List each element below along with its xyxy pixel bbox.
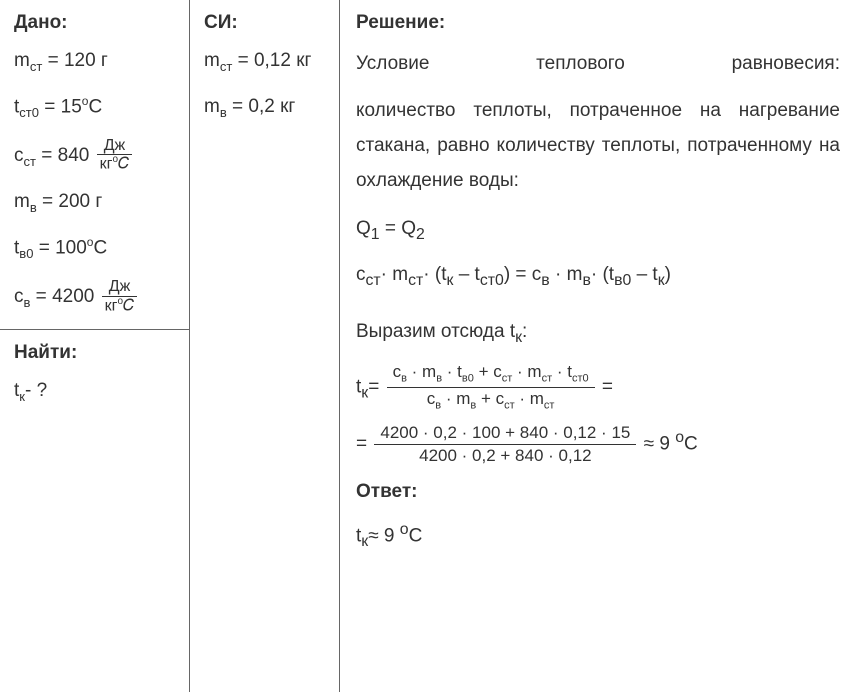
solution-heading: Решение: bbox=[356, 12, 840, 34]
val-t-st0: 15 bbox=[61, 96, 82, 117]
unit-c: C bbox=[88, 96, 102, 117]
sub-v: в bbox=[24, 295, 31, 310]
sub-st: ст bbox=[24, 153, 36, 168]
sym-m: m bbox=[14, 50, 30, 71]
sub-st0: ст0 bbox=[19, 105, 39, 120]
given-c-v: cв = 4200 Дж кгo𝐶 bbox=[14, 279, 177, 315]
val-m-st: 120 г bbox=[64, 50, 108, 71]
given-m-st: mст = 120 г bbox=[14, 46, 177, 78]
find-var: tк- ? bbox=[14, 376, 177, 408]
eq-q: Q1 = Q2 bbox=[356, 211, 840, 250]
unit-den: кгo𝐶 bbox=[97, 155, 133, 173]
den-pre: кг bbox=[100, 156, 113, 173]
formula-frac: cв · mв · tв0 + cст · mст · tст0 cв · mв… bbox=[387, 361, 595, 414]
solution-column: Решение: Условие теплового равновесия: к… bbox=[340, 0, 854, 692]
formula-trail: = bbox=[602, 377, 613, 398]
find-heading: Найти: bbox=[14, 342, 177, 364]
given-t-st0: tст0 = 15oC bbox=[14, 92, 177, 124]
given-m-v: mв = 200 г bbox=[14, 187, 177, 219]
intro-line1: Условие теплового равновесия: bbox=[356, 46, 840, 81]
sub-v0: в0 bbox=[19, 246, 33, 261]
sym-m: m bbox=[204, 96, 220, 117]
unit-num: Дж bbox=[97, 138, 133, 156]
den-pre: кг bbox=[105, 297, 118, 314]
unit-num: Дж bbox=[102, 279, 138, 297]
find-suffix: - ? bbox=[25, 380, 47, 401]
den-post: 𝐶 bbox=[118, 156, 129, 173]
answer-heading: Ответ: bbox=[356, 481, 840, 503]
sub-v: в bbox=[30, 200, 37, 215]
given-t-v0: tв0 = 100oC bbox=[14, 233, 177, 265]
formula-den: cв · mв + cст · mст bbox=[387, 388, 595, 414]
numeric-num: 4200 · 0,2 · 100 + 840 · 0,12 · 15 bbox=[374, 422, 636, 445]
numeric-frac: 4200 · 0,2 · 100 + 840 · 0,12 · 15 4200 … bbox=[374, 422, 636, 467]
sym-c: c bbox=[14, 145, 24, 166]
given-column: Дано: mст = 120 г tст0 = 15oC cст = 840 … bbox=[0, 0, 190, 692]
val-si-m-st: 0,12 кг bbox=[254, 50, 312, 71]
den-post: 𝐶 bbox=[123, 297, 134, 314]
numeric-den: 4200 · 0,2 + 840 · 0,12 bbox=[374, 445, 636, 467]
problem-page: Дано: mст = 120 г tст0 = 15oC cст = 840 … bbox=[0, 0, 854, 692]
eq-balance: cст· mст· (tк – tст0) = cв · mв· (tв0 – … bbox=[356, 257, 840, 296]
formula-symbolic: tк= cв · mв · tв0 + cст · mст · tст0 cв … bbox=[356, 361, 840, 414]
answer-value: tк≈ 9 oC bbox=[356, 515, 840, 557]
given-heading: Дано: bbox=[14, 12, 177, 34]
intro-rest: количество теплоты, потраченное на нагре… bbox=[356, 93, 840, 198]
unit-c: C bbox=[93, 237, 107, 258]
sym-m: m bbox=[14, 191, 30, 212]
express-text: Выразим отсюда tк: bbox=[356, 314, 840, 353]
unit-frac: Дж кгo𝐶 bbox=[97, 138, 133, 174]
sub-v: в bbox=[220, 104, 227, 119]
given-c-st: cст = 840 Дж кгo𝐶 bbox=[14, 138, 177, 174]
si-m-v: mв = 0,2 кг bbox=[204, 92, 327, 124]
val-c-v: 4200 bbox=[52, 286, 94, 307]
val-t-v0: 100 bbox=[55, 237, 87, 258]
numeric-lead: = bbox=[356, 433, 372, 454]
formula-numeric: = 4200 · 0,2 · 100 + 840 · 0,12 · 15 420… bbox=[356, 422, 840, 467]
val-m-v: 200 г bbox=[58, 191, 102, 212]
unit-den: кгo𝐶 bbox=[102, 297, 138, 315]
sub-st: ст bbox=[30, 59, 42, 74]
given-block: Дано: mст = 120 г tст0 = 15oC cст = 840 … bbox=[0, 12, 189, 330]
sym-c: c bbox=[14, 286, 24, 307]
find-block: Найти: tк- ? bbox=[14, 330, 177, 422]
formula-num: cв · mв · tв0 + cст · mст · tст0 bbox=[387, 361, 595, 388]
sub-st: ст bbox=[220, 59, 232, 74]
unit-frac: Дж кгo𝐶 bbox=[102, 279, 138, 315]
sym-m: m bbox=[204, 50, 220, 71]
answer-block: Ответ: tк≈ 9 oC bbox=[356, 481, 840, 557]
val-si-m-v: 0,2 кг bbox=[248, 96, 295, 117]
si-m-st: mст = 0,12 кг bbox=[204, 46, 327, 78]
si-column: СИ: mст = 0,12 кг mв = 0,2 кг bbox=[190, 0, 340, 692]
si-heading: СИ: bbox=[204, 12, 327, 34]
val-c-st: 840 bbox=[58, 145, 90, 166]
